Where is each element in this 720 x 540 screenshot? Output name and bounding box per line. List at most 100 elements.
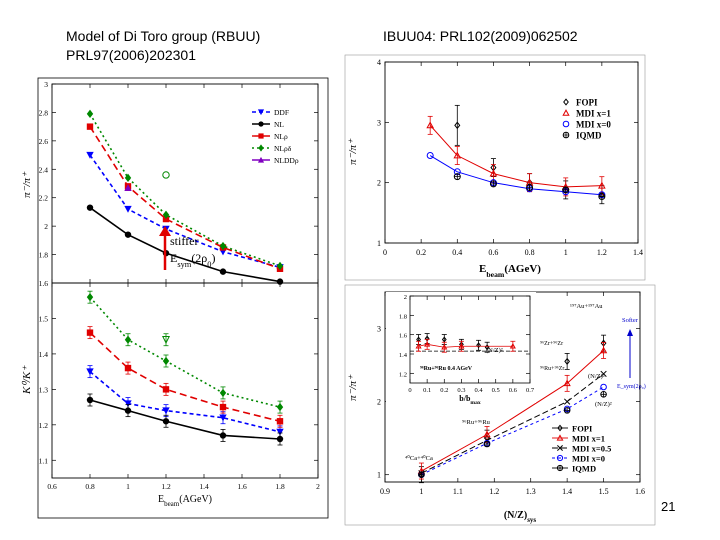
rbuu-kaon-point-2-0 — [86, 329, 94, 336]
ibuu-nz-line-1 — [421, 350, 604, 472]
rbuu-kaon-xtick-label: 0.6 — [47, 482, 57, 491]
rbuu-legend-label-0: DDF — [274, 108, 289, 117]
ibuu-nz-legend-label-0: FOPI — [572, 424, 593, 434]
rbuu-pion-point-0-0 — [86, 151, 94, 159]
ibuu-nz-softer-arrowhead — [627, 329, 633, 336]
ibuu-nz-ylabel: π⁻/π⁺ — [347, 374, 359, 401]
rbuu-pion-ytick-label: 2.6 — [39, 137, 49, 146]
ibuu-beam-point-3-4-cross — [598, 193, 605, 200]
ibuu-nz-annot-ca: ⁴⁰Ca+⁴⁰Ca — [405, 454, 433, 462]
rbuu-kaon-ylabel: K⁰/K⁺ — [21, 365, 33, 395]
rbuu-pion-line-2 — [89, 126, 281, 270]
ibuu-inset-ytick-label: 1.6 — [399, 333, 408, 340]
left-title: Model of Di Toro group (RBUU) PRL97(2006… — [66, 27, 260, 65]
rbuu-legend-label-3: NLρδ — [274, 144, 292, 153]
ibuu-beam-point-1-1 — [453, 151, 462, 159]
rbuu-pion-ytick-label: 2.4 — [39, 165, 49, 174]
ibuu-beam-point-3-2-cross — [526, 184, 533, 191]
rbuu-kaon-point-1-3 — [219, 432, 227, 439]
ibuu-nz-legend-marker-2 — [557, 445, 563, 451]
ibuu-nz-point-2-2 — [563, 398, 571, 405]
rbuu-pion-point-1-0 — [86, 204, 94, 211]
rbuu-kaon-point-2-4 — [276, 418, 284, 425]
rbuu-kaon-point-2-3 — [219, 403, 227, 411]
rbuu-kaon-point-0-3 — [219, 414, 227, 422]
ibuu-nz-annot-softer: Softer — [622, 317, 639, 324]
ibuu-nz-ytick-label: 1 — [377, 471, 381, 480]
ibuu-nz-legend-marker-1 — [556, 434, 564, 441]
ibuu-nz-annot-zr: ⁹⁶Zr+⁹⁶Zr — [540, 341, 563, 347]
ibuu-beam-xtick-label: 0.6 — [488, 248, 498, 257]
ibuu-beam-legend-label-1: MDI x=1 — [576, 109, 611, 119]
rbuu-kaon-xlabel: Ebeam(AGeV) — [158, 494, 212, 508]
rbuu-legend-label-2: NLρ — [274, 132, 288, 141]
ibuu-nz-legend-label-3: MDI x=0 — [572, 454, 605, 464]
ibuu-nz-ytick-label: 3 — [377, 325, 381, 334]
ibuu-beam-xtick-label: 0.2 — [416, 248, 426, 257]
right-top-figure-frame — [344, 54, 646, 281]
page-number: 21 — [661, 499, 676, 514]
rbuu-pion-point-2-2 — [162, 215, 170, 223]
rbuu-kaon-ytick-label: 1.2 — [39, 421, 49, 430]
ibuu-nz-xtick-label: 1.5 — [599, 487, 609, 496]
rbuu-pion-ytick-label: 1.6 — [39, 279, 49, 288]
ibuu-nz-point-4-0-cross — [418, 471, 425, 478]
ibuu-beam-xtick-label: 0 — [383, 248, 387, 257]
ibuu-nz-point-0-2 — [564, 357, 571, 366]
rbuu-pion-point-1-3 — [219, 268, 227, 275]
stiffer-label: stiffer — [170, 234, 198, 248]
ibuu-nz-legend-label-1: MDI x=1 — [572, 434, 605, 444]
left-title-line2: PRL97(2006)202301 — [66, 47, 196, 63]
ibuu-inset-ytick-label: 1.4 — [399, 352, 408, 359]
rbuu-kaon-point-3-4 — [276, 402, 284, 412]
ibuu-nz-legend-marker-0 — [557, 424, 563, 432]
ibuu-inset-point-1-1 — [424, 341, 431, 347]
rbuu-pion-point-3-1 — [124, 173, 132, 183]
ibuu-nz-xtick-label: 1.3 — [526, 487, 536, 496]
ibuu-nz-xtick-label: 1.1 — [453, 487, 463, 496]
ibuu-beam-legend-marker-0 — [563, 98, 569, 106]
rbuu-kaon-line-2 — [89, 332, 281, 423]
ibuu-beam-xtick-label: 1 — [564, 248, 568, 257]
ibuu-nz-line-3 — [421, 386, 604, 476]
rbuu-legend-marker-4 — [257, 156, 265, 163]
ibuu-inset-ytick-label: 1.2 — [399, 371, 407, 378]
rbuu-kaon-point-3-3 — [219, 388, 227, 398]
rbuu-pion-point-3-2 — [162, 210, 170, 219]
ibuu-beam-point-3-3-cross — [562, 186, 569, 193]
ibuu-beam-legend-label-0: FOPI — [576, 98, 598, 108]
rbuu-pion-point-0-1 — [124, 205, 132, 213]
ibuu-inset-xtick-label: 0.6 — [509, 387, 518, 394]
ibuu-beam-point-3-1-cross — [490, 180, 497, 187]
ibuu-inset-axes-box — [409, 295, 531, 384]
rbuu-pion-ytick-label: 1.8 — [39, 251, 49, 260]
ibuu-beam-legend-marker-2 — [562, 120, 570, 128]
rbuu-kaon-point-0-4 — [276, 428, 284, 436]
ibuu-nz-xtick-label: 1.2 — [489, 487, 499, 496]
rbuu-pion-point-4-0 — [124, 184, 132, 191]
rbuu-kaon-xtick-label: 1.4 — [199, 482, 209, 491]
ibuu-beam-ylabel: π⁻/π⁺ — [347, 138, 359, 165]
ibuu-nz-xtick-label: 1.6 — [635, 487, 645, 496]
rbuu-kaon-axes-box — [51, 282, 319, 479]
rbuu-kaon-ytick-label: 1.5 — [39, 314, 49, 323]
rbuu-pion-ytick-label: 3 — [44, 80, 48, 89]
ibuu-beam-point-1-5 — [598, 181, 606, 189]
ibuu-inset-point-1-2 — [441, 344, 448, 350]
stiffer-arrow-head — [159, 226, 171, 236]
ibuu-beam-line-2 — [429, 155, 602, 196]
ibuu-inset-xtick-label: 0.1 — [423, 387, 431, 394]
ibuu-inset-xlabel: b/bmax — [459, 394, 481, 406]
ibuu-inset-point-0-2 — [441, 336, 447, 343]
ibuu-inset-point-0-4 — [476, 342, 481, 349]
rbuu-kaon-point-1-1 — [124, 407, 132, 414]
ibuu-inset-point-1-3 — [458, 343, 465, 349]
rbuu-legend-marker-0 — [257, 109, 265, 116]
ibuu-nz-annot-ruzr: ⁹⁶Ru+⁹⁶Zr — [540, 366, 564, 372]
ibuu-beam-ytick-label: 2 — [377, 179, 381, 188]
rbuu-kaon-xtick-label: 1.6 — [237, 482, 247, 491]
ibuu-beam-point-1-2 — [489, 169, 498, 177]
ibuu-beam-point-1-0 — [426, 121, 435, 129]
ibuu-nz-point-2-3 — [600, 370, 607, 377]
rbuu-kaon-point-1-4 — [276, 435, 284, 443]
